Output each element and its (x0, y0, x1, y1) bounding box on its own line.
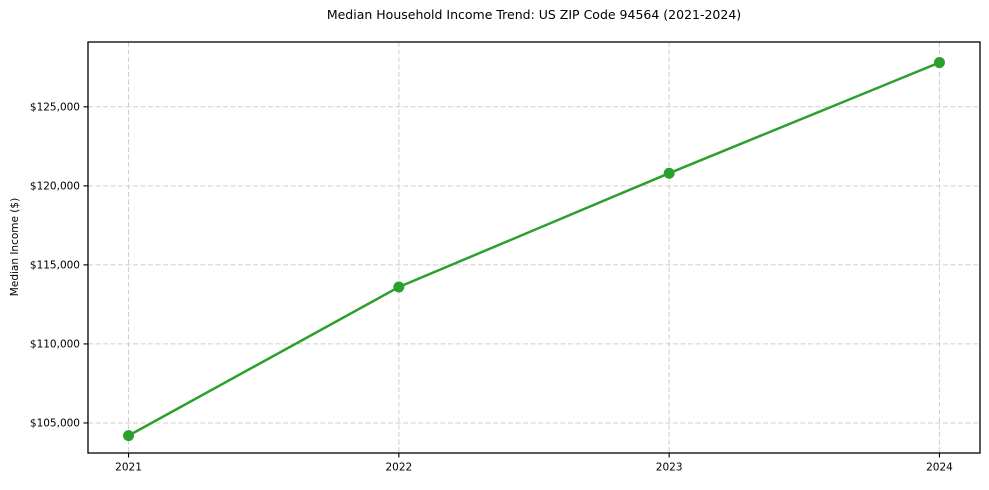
y-tick-label: $125,000 (30, 102, 80, 114)
x-tick-label: 2023 (656, 462, 683, 474)
x-tick-label: 2022 (385, 462, 412, 474)
chart-title: Median Household Income Trend: US ZIP Co… (326, 7, 742, 22)
x-tick-label: 2024 (926, 462, 953, 474)
plot-border (87, 41, 981, 454)
x-tick-label: 2021 (115, 462, 142, 474)
y-tick-label: $110,000 (30, 339, 80, 351)
income-trend-line (127, 61, 941, 437)
y-tick-label: $105,000 (30, 418, 80, 430)
y-tick-label: $120,000 (30, 181, 80, 193)
y-tick-label: $115,000 (30, 260, 80, 272)
data-point-2023 (663, 167, 675, 179)
data-point-2021 (123, 430, 135, 442)
data-point-2024 (933, 57, 945, 69)
data-point-2022 (393, 281, 405, 293)
